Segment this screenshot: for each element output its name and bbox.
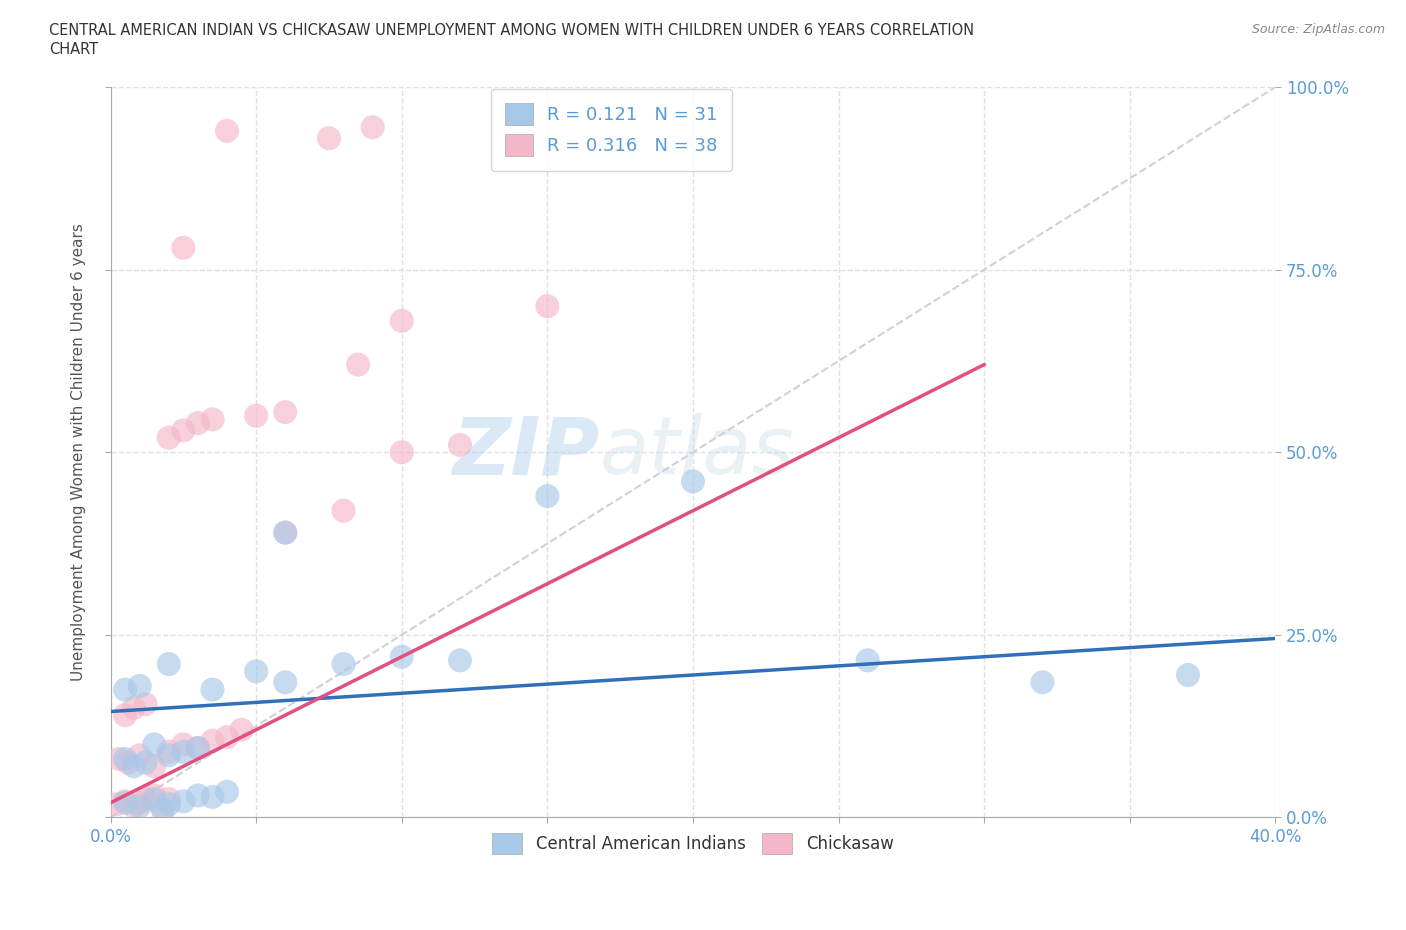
Point — [122, 799, 145, 814]
Point — [361, 120, 384, 135]
Point — [536, 299, 558, 313]
Point — [187, 740, 209, 755]
Point — [187, 416, 209, 431]
Point — [201, 733, 224, 748]
Point — [134, 755, 156, 770]
Y-axis label: Unemployment Among Women with Children Under 6 years: Unemployment Among Women with Children U… — [72, 223, 86, 681]
Point — [332, 503, 354, 518]
Point — [157, 744, 180, 759]
Text: atlas: atlas — [600, 413, 794, 491]
Point — [114, 795, 136, 810]
Point — [215, 730, 238, 745]
Point — [172, 794, 194, 809]
Point — [245, 408, 267, 423]
Point — [245, 664, 267, 679]
Point — [215, 784, 238, 799]
Point — [274, 675, 297, 690]
Point — [157, 748, 180, 763]
Point — [157, 657, 180, 671]
Point — [201, 683, 224, 698]
Point — [114, 708, 136, 723]
Point — [318, 131, 340, 146]
Point — [332, 657, 354, 671]
Point — [391, 313, 413, 328]
Text: Source: ZipAtlas.com: Source: ZipAtlas.com — [1251, 23, 1385, 36]
Point — [143, 759, 166, 774]
Point — [201, 412, 224, 427]
Point — [152, 803, 174, 817]
Point — [1177, 668, 1199, 683]
Point — [215, 124, 238, 139]
Point — [187, 740, 209, 755]
Point — [172, 744, 194, 759]
Point — [128, 748, 150, 763]
Point — [128, 795, 150, 810]
Point — [122, 700, 145, 715]
Point — [143, 737, 166, 751]
Point — [108, 751, 131, 766]
Point — [856, 653, 879, 668]
Point — [536, 488, 558, 503]
Point — [172, 423, 194, 438]
Point — [128, 799, 150, 814]
Point — [274, 525, 297, 540]
Point — [114, 794, 136, 809]
Point — [231, 723, 253, 737]
Point — [134, 791, 156, 806]
Point — [152, 802, 174, 817]
Point — [114, 751, 136, 766]
Point — [128, 679, 150, 694]
Text: CHART: CHART — [49, 42, 98, 57]
Point — [274, 525, 297, 540]
Point — [143, 791, 166, 806]
Point — [201, 790, 224, 804]
Point — [449, 653, 471, 668]
Point — [157, 791, 180, 806]
Point — [187, 788, 209, 803]
Point — [172, 240, 194, 255]
Point — [172, 737, 194, 751]
Point — [682, 474, 704, 489]
Point — [134, 697, 156, 711]
Point — [1031, 675, 1053, 690]
Legend: Central American Indians, Chickasaw: Central American Indians, Chickasaw — [485, 827, 900, 860]
Point — [347, 357, 370, 372]
Point — [449, 437, 471, 452]
Point — [157, 797, 180, 812]
Point — [391, 649, 413, 664]
Point — [143, 788, 166, 803]
Point — [122, 759, 145, 774]
Text: ZIP: ZIP — [453, 413, 600, 491]
Point — [157, 431, 180, 445]
Point — [391, 445, 413, 459]
Point — [274, 405, 297, 419]
Point — [105, 797, 128, 812]
Text: CENTRAL AMERICAN INDIAN VS CHICKASAW UNEMPLOYMENT AMONG WOMEN WITH CHILDREN UNDE: CENTRAL AMERICAN INDIAN VS CHICKASAW UNE… — [49, 23, 974, 38]
Point — [117, 755, 139, 770]
Point — [114, 683, 136, 698]
